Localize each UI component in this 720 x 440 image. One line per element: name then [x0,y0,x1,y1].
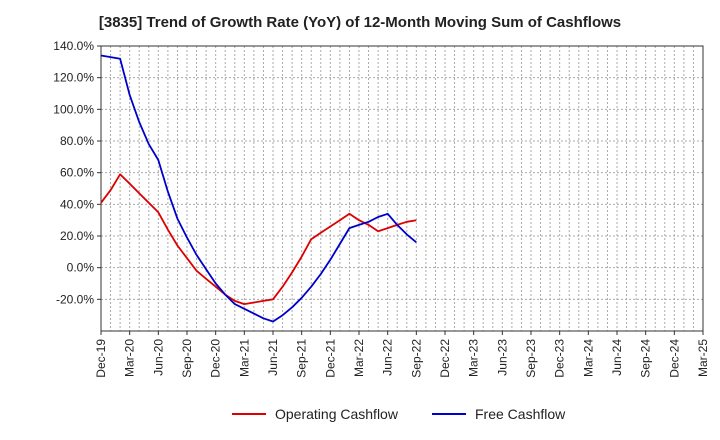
y-tick-label: 40.0% [60,197,94,211]
y-tick-label: 60.0% [60,166,94,180]
y-tick-label: 120.0% [53,71,94,85]
x-tick-label: Mar-24 [581,339,595,377]
x-tick-label: Mar-22 [352,339,366,377]
x-tick-label: Dec-19 [94,339,108,378]
y-tick-label: 100.0% [53,102,94,116]
x-tick-label: Dec-22 [438,339,452,378]
x-tick-label: Jun-20 [151,339,165,376]
x-tick-label: Mar-21 [237,339,251,377]
x-tick-label: Dec-20 [209,339,223,378]
x-tick-label: Jun-21 [266,339,280,376]
x-tick-label: Dec-24 [667,339,681,378]
y-tick-label: 0.0% [67,261,95,275]
x-tick-label: Dec-21 [323,339,337,378]
x-tick-label: Jun-23 [495,339,509,376]
y-tick-label: -20.0% [56,292,94,306]
plot-frame [100,45,704,332]
x-tick-label: Sep-21 [295,339,309,378]
series-line-free-cashflow [100,54,417,323]
x-tick-label: Mar-20 [123,339,137,377]
x-tick-label: Mar-25 [696,339,710,377]
x-tick-label: Sep-22 [409,339,423,378]
y-tick-label: 140.0% [53,39,94,53]
legend-label: Operating Cashflow [275,406,399,422]
legend-label: Free Cashflow [475,406,566,422]
y-tick-label: 80.0% [60,134,94,148]
chart-title: [3835] Trend of Growth Rate (YoY) of 12-… [98,14,622,31]
y-tick-label: 20.0% [60,229,94,243]
x-tick-label: Sep-20 [180,339,194,378]
x-tick-label: Jun-24 [610,339,624,376]
x-tick-label: Dec-23 [553,339,567,378]
x-tick-label: Sep-23 [524,339,538,378]
x-tick-label: Mar-23 [467,339,481,377]
x-tick-label: Sep-24 [639,339,653,378]
x-tick-label: Jun-22 [381,339,395,376]
